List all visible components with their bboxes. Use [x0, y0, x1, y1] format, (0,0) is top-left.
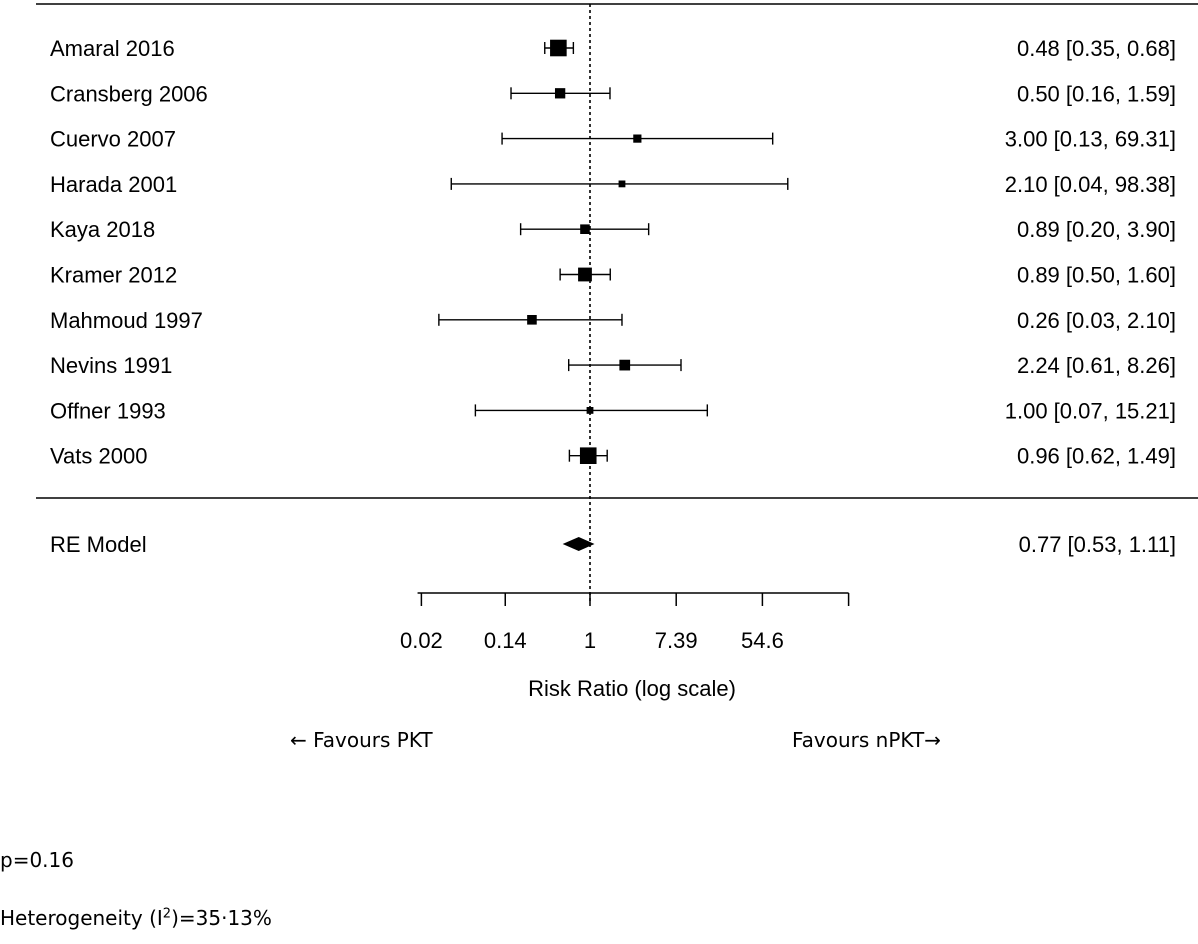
study-label: Offner 1993 [50, 398, 166, 423]
effect-square [618, 180, 626, 188]
study-ci-text: 0.50 [0.16, 1.59] [1017, 81, 1176, 106]
x-tick-label: 1 [584, 628, 596, 653]
study-ci-text: 2.10 [0.04, 98.38] [1005, 172, 1176, 197]
study-ci-text: 0.48 [0.35, 0.68] [1017, 36, 1176, 61]
effect-square [527, 315, 537, 325]
study-label: Harada 2001 [50, 172, 177, 197]
heterogeneity-label: Heterogeneity (I2)=35·13% [0, 906, 272, 930]
effect-square [619, 359, 631, 371]
favours-pkt-label: ← Favours PKT [290, 728, 433, 752]
study-label: Kramer 2012 [50, 263, 177, 288]
heterogeneity-prefix: Heterogeneity (I [0, 906, 163, 930]
summary-diamond [562, 537, 595, 551]
study-label: Kaya 2018 [50, 217, 155, 242]
heterogeneity-suffix: )=35·13% [171, 906, 272, 930]
study-ci-text: 1.00 [0.07, 15.21] [1005, 398, 1176, 423]
p-value-label: p=0.16 [0, 848, 74, 872]
study-label: Mahmoud 1997 [50, 308, 203, 333]
summary-ci-text: 0.77 [0.53, 1.11] [1019, 532, 1176, 557]
x-axis-title: Risk Ratio (log scale) [528, 676, 736, 701]
study-ci-text: 0.26 [0.03, 2.10] [1017, 308, 1176, 333]
x-tick-label: 0.14 [484, 628, 527, 653]
effect-square [550, 39, 567, 57]
study-ci-text: 0.89 [0.20, 3.90] [1017, 217, 1176, 242]
study-label: Cransberg 2006 [50, 81, 208, 106]
effect-square [554, 88, 566, 99]
study-label: Cuervo 2007 [50, 127, 176, 152]
x-tick-label: 54.6 [741, 628, 784, 653]
effect-square [580, 224, 590, 234]
effect-square [633, 134, 642, 143]
study-ci-text: 0.89 [0.50, 1.60] [1017, 263, 1176, 288]
study-label: Amaral 2016 [50, 36, 175, 61]
effect-square [586, 407, 594, 414]
favours-npkt-label: Favours nPKT→ [792, 728, 941, 752]
heterogeneity-superscript: 2 [162, 906, 172, 922]
study-ci-text: 2.24 [0.61, 8.26] [1017, 353, 1176, 378]
study-ci-text: 0.96 [0.62, 1.49] [1017, 444, 1176, 469]
study-ci-text: 3.00 [0.13, 69.31] [1005, 127, 1176, 152]
effect-square [578, 267, 592, 282]
effect-square [579, 447, 597, 464]
summary-label: RE Model [50, 532, 147, 557]
x-tick-label: 7.39 [655, 628, 698, 653]
study-label: Vats 2000 [50, 444, 147, 469]
study-label: Nevins 1991 [50, 353, 172, 378]
x-tick-label: 0.02 [400, 628, 443, 653]
